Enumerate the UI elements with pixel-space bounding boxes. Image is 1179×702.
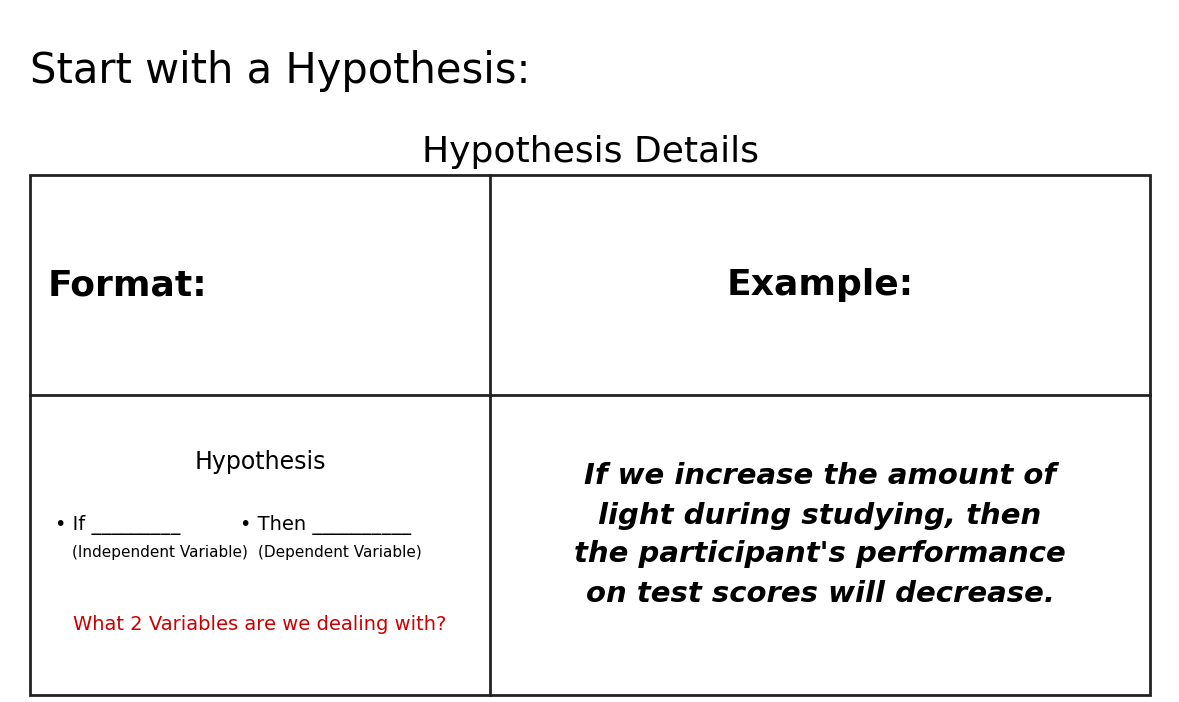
Text: (Dependent Variable): (Dependent Variable) bbox=[258, 545, 422, 560]
Text: • Then __________: • Then __________ bbox=[241, 515, 411, 535]
Text: Format:: Format: bbox=[48, 268, 208, 302]
Text: Hypothesis: Hypothesis bbox=[195, 450, 325, 474]
Text: Start with a Hypothesis:: Start with a Hypothesis: bbox=[29, 50, 531, 92]
Bar bbox=[29, 175, 1150, 695]
Text: Example:: Example: bbox=[726, 268, 914, 302]
Text: Hypothesis Details: Hypothesis Details bbox=[422, 135, 758, 169]
Text: • If _________: • If _________ bbox=[55, 515, 180, 535]
Text: What 2 Variables are we dealing with?: What 2 Variables are we dealing with? bbox=[73, 616, 447, 635]
Text: If we increase the amount of
light during studying, then
the participant's perfo: If we increase the amount of light durin… bbox=[574, 463, 1066, 607]
Text: (Independent Variable): (Independent Variable) bbox=[72, 545, 248, 560]
